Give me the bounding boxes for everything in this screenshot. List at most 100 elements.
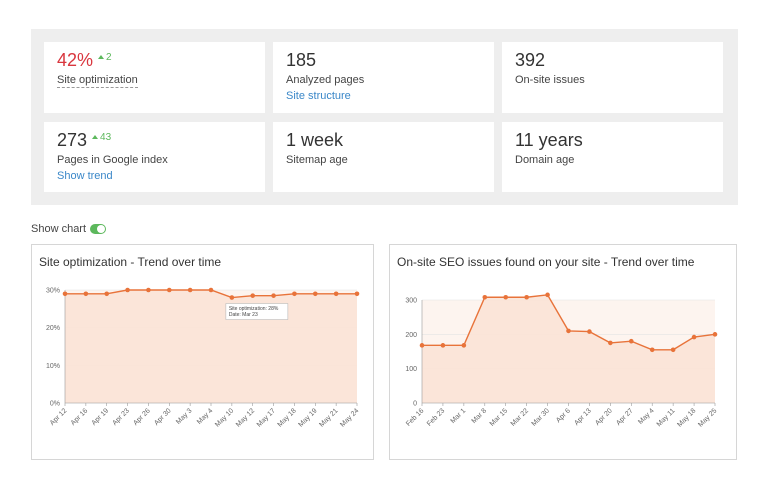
data-point [312,291,318,297]
google-index-value: 273 43 [57,130,112,150]
y-tick-label: 0% [50,401,60,408]
x-tick-label: May 18 [277,407,298,428]
site-optimization-chart-svg: 0% 10% 20% 30% Apr 12 Apr 16 Apr 19 Apr 23 Apr 2… [46,287,360,429]
y-tick-label: 20% [46,325,60,332]
tooltip-box [225,303,289,320]
y-tick-label: 200 [405,332,417,339]
up-triangle-icon [92,135,99,139]
data-point [461,343,467,348]
data-point [333,291,339,297]
domain-age-card: 11 years Domain age [502,122,723,192]
data-point [83,291,89,297]
y-tick-label: 300 [405,298,417,305]
onsite-issues-label: On-site issues [515,74,585,86]
site-optimization-label[interactable]: Site optimization [57,74,138,88]
site-optimization-card: 42% 2 Site optimization [44,42,265,113]
x-tick-label: May 25 [697,407,718,428]
data-point [208,287,214,293]
x-tick-label: Apr 16 [70,407,90,427]
x-tick-label: May 19 [298,407,319,428]
x-tick-label: Apr 19 [91,407,111,427]
x-tick-label: May 11 [656,407,677,428]
tooltip-line: Site optimization: 28% [229,306,279,312]
site-optimization-value: 42% 2 [57,50,112,70]
data-point [354,291,360,297]
series-area [65,290,357,403]
chart-title: On-site SEO issues found on your site - … [397,255,695,269]
x-tick-label: May 12 [235,407,256,428]
data-point [229,295,235,300]
google-index-delta: 43 [92,132,111,143]
data-point [712,332,718,337]
onsite-issues-value: 392 [515,50,546,70]
y-tick-label: 30% [46,288,60,295]
x-tick-label: Mar 15 [489,407,509,427]
x-tick-label: May 3 [175,407,194,426]
data-point [628,338,634,344]
x-tick-label: Apr 6 [555,407,572,424]
data-point [545,292,550,298]
show-chart-toggle[interactable] [90,224,107,234]
data-point [482,294,488,300]
x-tick-label: Feb 23 [426,407,446,427]
x-tick-label: May 24 [339,407,360,428]
x-tick-label: May 21 [318,407,339,428]
site-optimization-chart: Site optimization - Trend over time 0% 10… [31,244,374,460]
data-point [608,340,613,346]
onsite-issues-chart: On-site SEO issues found on your site - … [389,244,737,460]
x-tick-label: Mar 22 [510,407,530,427]
tooltip-line: Date: Mar 23 [229,312,258,318]
toggle-knob [97,225,106,233]
x-tick-label: Apr 12 [49,407,69,427]
data-point [691,334,697,340]
x-tick-label: May 17 [256,407,277,428]
data-point [250,293,256,298]
data-point [524,294,529,300]
site-optimization-delta: 2 [98,52,112,63]
analyzed-pages-value: 185 [286,50,317,70]
x-tick-label: Apr 13 [573,407,593,427]
data-point [62,291,68,297]
x-tick-label: Apr 23 [111,407,131,427]
data-point [125,287,130,293]
x-tick-label: Mar 8 [471,407,489,425]
data-point [271,293,276,298]
data-point [440,343,446,348]
x-tick-label: May 10 [214,407,235,428]
sitemap-age-label: Sitemap age [286,154,348,166]
domain-age-label: Domain age [515,154,575,166]
analyzed-pages-label: Analyzed pages [286,74,365,86]
site-structure-link[interactable]: Site structure [286,90,351,102]
google-index-card: 273 43 Pages in Google index Show trend [44,122,265,192]
y-tick-label: 100 [405,366,417,373]
y-tick-label: 10% [46,363,60,370]
show-chart-label: Show chart [31,223,87,235]
data-point [419,343,425,348]
sitemap-age-card: 1 week Sitemap age [273,122,494,192]
onsite-issues-card: 392 On-site issues [502,42,723,113]
data-point [670,347,676,353]
y-tick-label: 0 [413,401,417,408]
data-point [146,287,151,293]
data-point [166,287,172,293]
x-tick-label: Mar 30 [531,407,551,427]
x-tick-label: May 4 [196,407,215,426]
x-tick-label: May 18 [676,407,697,428]
chart-tooltip: Site optimization: 28%Date: Mar 23 [225,303,289,320]
sitemap-age-value: 1 week [286,130,344,150]
data-point [104,291,110,297]
x-tick-label: Apr 30 [153,407,173,427]
x-tick-label: Apr 26 [132,407,152,427]
domain-age-value: 11 years [515,130,583,150]
x-tick-label: May 4 [637,407,656,426]
show-trend-link[interactable]: Show trend [57,170,113,182]
chart-title: Site optimization - Trend over time [39,255,222,269]
series-area [422,294,715,403]
data-point [187,287,193,293]
up-triangle-icon [98,55,105,59]
x-tick-label: Mar 1 [450,407,468,425]
show-chart-row: Show chart [31,222,107,236]
data-point [566,328,571,334]
data-point [649,347,655,353]
